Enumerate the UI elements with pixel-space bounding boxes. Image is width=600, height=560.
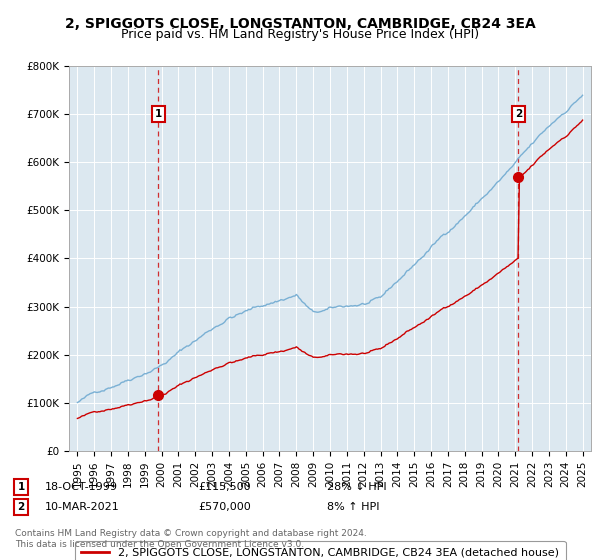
Text: £570,000: £570,000 <box>198 502 251 512</box>
Text: 8% ↑ HPI: 8% ↑ HPI <box>327 502 380 512</box>
Text: 10-MAR-2021: 10-MAR-2021 <box>45 502 120 512</box>
Text: 2, SPIGGOTS CLOSE, LONGSTANTON, CAMBRIDGE, CB24 3EA: 2, SPIGGOTS CLOSE, LONGSTANTON, CAMBRIDG… <box>65 17 535 31</box>
Text: 18-OCT-1999: 18-OCT-1999 <box>45 482 118 492</box>
Text: £115,500: £115,500 <box>198 482 251 492</box>
Text: 1: 1 <box>154 109 162 119</box>
Text: 2: 2 <box>515 109 522 119</box>
Legend: 2, SPIGGOTS CLOSE, LONGSTANTON, CAMBRIDGE, CB24 3EA (detached house), HPI: Avera: 2, SPIGGOTS CLOSE, LONGSTANTON, CAMBRIDG… <box>74 541 566 560</box>
Text: Contains HM Land Registry data © Crown copyright and database right 2024.
This d: Contains HM Land Registry data © Crown c… <box>15 529 367 549</box>
Text: 1: 1 <box>17 482 25 492</box>
Text: Price paid vs. HM Land Registry's House Price Index (HPI): Price paid vs. HM Land Registry's House … <box>121 28 479 41</box>
Text: 28% ↓ HPI: 28% ↓ HPI <box>327 482 386 492</box>
Text: 2: 2 <box>17 502 25 512</box>
